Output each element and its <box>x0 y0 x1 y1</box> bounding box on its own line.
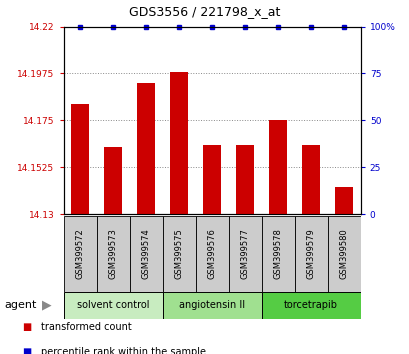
Text: solvent control: solvent control <box>76 300 149 310</box>
Text: GSM399577: GSM399577 <box>240 229 249 279</box>
Bar <box>228 216 261 292</box>
Text: GSM399576: GSM399576 <box>207 229 216 279</box>
Bar <box>261 216 294 292</box>
Text: ■: ■ <box>22 322 32 332</box>
Text: GSM399573: GSM399573 <box>108 229 117 279</box>
Text: ▶: ▶ <box>42 299 52 312</box>
Text: GDS3556 / 221798_x_at: GDS3556 / 221798_x_at <box>129 5 280 18</box>
Text: GSM399574: GSM399574 <box>141 229 150 279</box>
Bar <box>162 292 261 319</box>
Bar <box>294 216 327 292</box>
Bar <box>268 120 287 214</box>
Bar <box>63 216 97 292</box>
Bar <box>327 216 360 292</box>
Bar <box>97 216 129 292</box>
Text: GSM399580: GSM399580 <box>339 229 348 279</box>
Text: ■: ■ <box>22 347 32 354</box>
Bar <box>162 216 195 292</box>
Text: transformed count: transformed count <box>41 322 131 332</box>
Bar <box>195 216 228 292</box>
Text: percentile rank within the sample: percentile rank within the sample <box>41 347 205 354</box>
Bar <box>202 145 221 214</box>
Text: GSM399572: GSM399572 <box>75 229 84 279</box>
Text: torcetrapib: torcetrapib <box>283 300 337 310</box>
Bar <box>63 292 162 319</box>
Text: agent: agent <box>4 300 36 310</box>
Bar <box>71 104 89 214</box>
Text: GSM399579: GSM399579 <box>306 229 315 279</box>
Text: GSM399575: GSM399575 <box>174 229 183 279</box>
Bar <box>261 292 360 319</box>
Bar <box>170 73 188 214</box>
Bar <box>301 145 319 214</box>
Text: GSM399578: GSM399578 <box>273 229 282 279</box>
Bar <box>129 216 162 292</box>
Text: angiotensin II: angiotensin II <box>179 300 245 310</box>
Bar <box>335 187 353 214</box>
Bar <box>104 148 122 214</box>
Bar <box>137 83 155 214</box>
Bar <box>236 145 254 214</box>
